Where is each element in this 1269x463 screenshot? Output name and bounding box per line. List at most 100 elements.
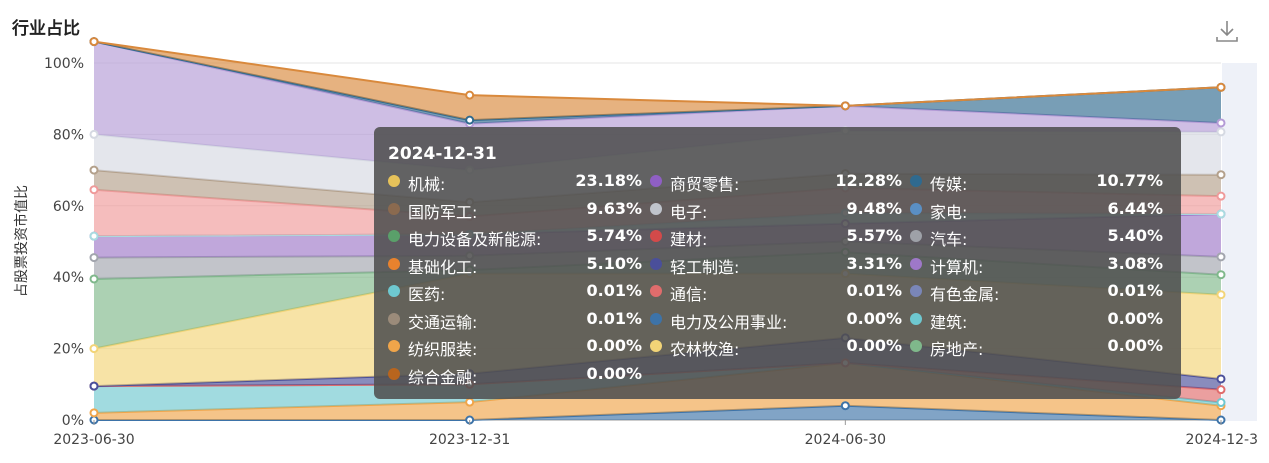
point-农林牧渔 [89, 344, 99, 354]
tooltip-item-value: 23.18% [575, 171, 642, 190]
point-电子 [89, 129, 99, 139]
tooltip-item-marker [650, 230, 662, 242]
point-农林牧渔 [1216, 290, 1226, 300]
x-tick-label: 2023-06-30 [53, 432, 134, 448]
tooltip-item-name: 家电: [930, 202, 968, 222]
y-tick-label: 80% [53, 127, 84, 143]
tooltip-item-name: 建筑: [930, 312, 968, 332]
tooltip-item-value: 3.31% [846, 253, 902, 273]
y-tick-label: 40% [53, 270, 84, 286]
download-icon [1216, 21, 1238, 42]
plot-background-highlight [1222, 63, 1257, 421]
tooltip-item: 有色金属: 0.01% [910, 281, 1163, 305]
x-tick-label: 2024-12-3 [1186, 432, 1258, 448]
tooltip-item-value: 0.00% [846, 308, 902, 328]
tooltip-item-value: 5.40% [1107, 226, 1163, 245]
point-通信 [1216, 385, 1226, 395]
tooltip-item: 商贸零售: 12.28% [650, 171, 902, 195]
point-纺织服装 [89, 408, 99, 418]
point-交通运输 [1216, 170, 1226, 180]
point-汽车 [89, 253, 99, 263]
tooltip-item-value: 0.01% [846, 281, 902, 300]
tooltip-item-marker [910, 285, 922, 297]
x-tick-labels: 2023-06-30 2023-12-31 2024-06-30 2024-12-3 [53, 420, 1258, 448]
tooltip-item: 通信: 0.01% [650, 281, 902, 305]
tooltip-item-marker [388, 340, 400, 352]
tooltip-item-value: 0.00% [846, 336, 902, 355]
tooltip-date: 2024-12-31 [388, 144, 497, 164]
tooltip-item: 计算机: 3.08% [910, 254, 1163, 278]
tooltip-item-marker [650, 175, 662, 187]
tooltip-item-marker [910, 312, 922, 325]
tooltip-item-name: 传媒: [930, 175, 968, 194]
tooltip-item-value: 3.08% [1107, 253, 1163, 273]
point-基础化工 [1216, 82, 1226, 92]
point-纺织服装 [465, 397, 475, 407]
tooltip-item-marker [650, 340, 662, 352]
tooltip-item-name: 汽车: [930, 230, 968, 249]
tooltip-item-name: 商贸零售: [670, 175, 740, 194]
point-电子 [1216, 127, 1226, 137]
tooltip-item-marker [910, 257, 922, 270]
point-汽车 [1216, 252, 1226, 262]
tooltip-item: 房地产: 0.00% [910, 336, 1163, 360]
tooltip-item-name: 国防军工: [408, 202, 478, 222]
point-传媒 [465, 115, 475, 125]
point-计算机(上层) [1216, 118, 1226, 128]
tooltip-item-name: 电力设备及新能源: [408, 230, 542, 249]
tooltip-item: 电子: 9.48% [650, 199, 902, 223]
tooltip-item-name: 房地产: [930, 340, 984, 359]
point-电力及公用事业 [840, 401, 850, 411]
tooltip-item-marker [388, 312, 400, 325]
tooltip-item: 建材: 5.57% [650, 226, 902, 250]
tooltip-item-value: 6.44% [1107, 198, 1163, 218]
tooltip-item-value: 12.28% [835, 171, 902, 190]
download-button[interactable] [1214, 18, 1240, 44]
tooltip-item-name: 机械: [408, 175, 446, 194]
tooltip-item-marker [650, 257, 662, 270]
tooltip-item: 机械: 23.18% [388, 171, 642, 195]
tooltip-item-marker [388, 285, 400, 297]
tooltip-item-value: 0.01% [586, 308, 642, 328]
tooltip-item-marker [650, 202, 662, 215]
tooltip-item-value: 0.00% [586, 336, 642, 355]
tooltip-item-marker [388, 257, 400, 270]
tooltip-item: 轻工制造: 3.31% [650, 254, 902, 278]
tooltip-item-value: 9.48% [846, 198, 902, 218]
tooltip-item-name: 医药: [408, 285, 446, 304]
tooltip-item-value: 0.00% [1107, 336, 1163, 355]
point-建材 [1216, 191, 1226, 201]
tooltip-item-marker [910, 340, 922, 352]
area-传媒 [94, 41, 1221, 124]
point-基础化工 [840, 101, 850, 111]
tooltip-item: 基础化工: 5.10% [388, 254, 642, 278]
tooltip-item: 纺织服装: 0.00% [388, 336, 642, 360]
tooltip-item-name: 电力及公用事业: [670, 312, 788, 332]
tooltip-item: 汽车: 5.40% [910, 226, 1163, 250]
point-房地产 [1216, 270, 1226, 280]
chart-title: 行业占比 [12, 19, 80, 39]
point-医药 [1216, 398, 1226, 408]
point-基础化工 [465, 90, 475, 100]
point-交通运输 [89, 165, 99, 175]
tooltip-item-name: 交通运输: [408, 312, 478, 332]
x-tick-label: 2023-12-31 [429, 432, 510, 448]
tooltip-item-name: 建材: [670, 230, 708, 249]
tooltip-item-name: 轻工制造: [670, 257, 740, 277]
point-建材 [89, 185, 99, 195]
tooltip-item: 家电: 6.44% [910, 199, 1163, 223]
tooltip-item-value: 9.63% [586, 198, 642, 218]
tooltip-item-value: 0.01% [586, 281, 642, 300]
tooltip-item-value: 5.74% [586, 226, 642, 245]
tooltip-item: 建筑: 0.00% [910, 309, 1163, 333]
tooltip-item-marker [910, 230, 922, 242]
y-tick-labels: 0% 20% 40% 60% 80% 100% [44, 56, 84, 429]
tooltip-item-value: 0.01% [1107, 281, 1163, 300]
tooltip-item-name: 纺织服装: [408, 340, 478, 359]
point-房地产 [89, 274, 99, 284]
tooltip-item-name: 通信: [670, 285, 708, 304]
tooltip-item-name: 计算机: [930, 257, 984, 277]
tooltip-item-value: 0.00% [1107, 308, 1163, 328]
tooltip-item: 综合金融: 0.00% [388, 364, 642, 388]
point-基础化工 [89, 37, 99, 47]
